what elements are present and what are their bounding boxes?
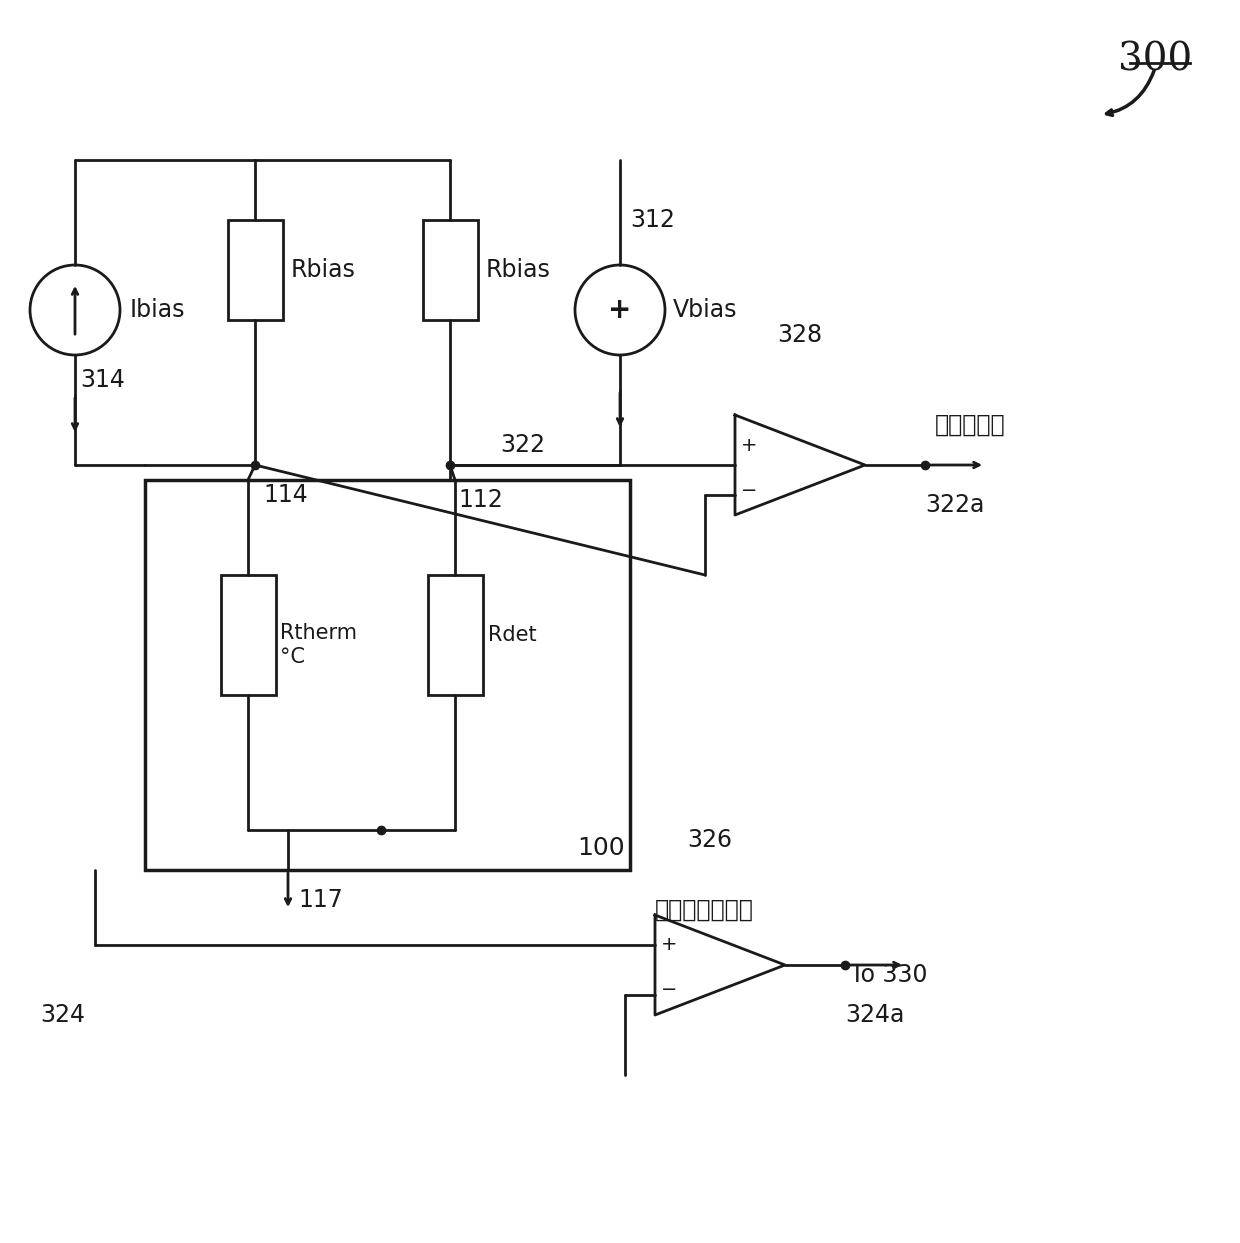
Text: Rbias: Rbias (290, 259, 356, 282)
Bar (227, 220, 283, 319)
Text: 117: 117 (298, 888, 342, 912)
Circle shape (575, 265, 665, 355)
Text: 114: 114 (263, 484, 308, 507)
Text: +: + (740, 435, 758, 455)
Text: 100: 100 (578, 837, 625, 860)
Text: Rbias: Rbias (486, 259, 551, 282)
Text: 322: 322 (500, 433, 546, 457)
Text: 112: 112 (458, 488, 502, 512)
Bar (145, 480, 630, 870)
Text: To 330: To 330 (849, 963, 928, 987)
Text: 300: 300 (1118, 41, 1192, 78)
Bar (428, 576, 482, 695)
Text: 探测器信号: 探测器信号 (935, 413, 1006, 438)
Text: 312: 312 (630, 208, 675, 232)
Circle shape (30, 265, 120, 355)
Text: 314: 314 (81, 368, 125, 392)
Text: 324a: 324a (844, 1003, 904, 1027)
Text: −: − (740, 481, 758, 500)
Text: −: − (661, 981, 677, 999)
Bar (221, 576, 275, 695)
Text: 322a: 322a (925, 493, 985, 517)
Text: 326: 326 (687, 828, 733, 851)
Text: 热敏电阔器信号: 热敏电阔器信号 (655, 897, 754, 922)
Text: Ibias: Ibias (130, 298, 186, 322)
Text: 328: 328 (777, 323, 822, 347)
Text: Rtherm
°C: Rtherm °C (280, 623, 357, 667)
Text: Vbias: Vbias (673, 298, 738, 322)
Text: 324: 324 (40, 1003, 86, 1027)
Text: +: + (609, 296, 631, 324)
Text: Rdet: Rdet (487, 625, 536, 645)
Bar (423, 220, 477, 319)
Text: +: + (661, 936, 677, 955)
